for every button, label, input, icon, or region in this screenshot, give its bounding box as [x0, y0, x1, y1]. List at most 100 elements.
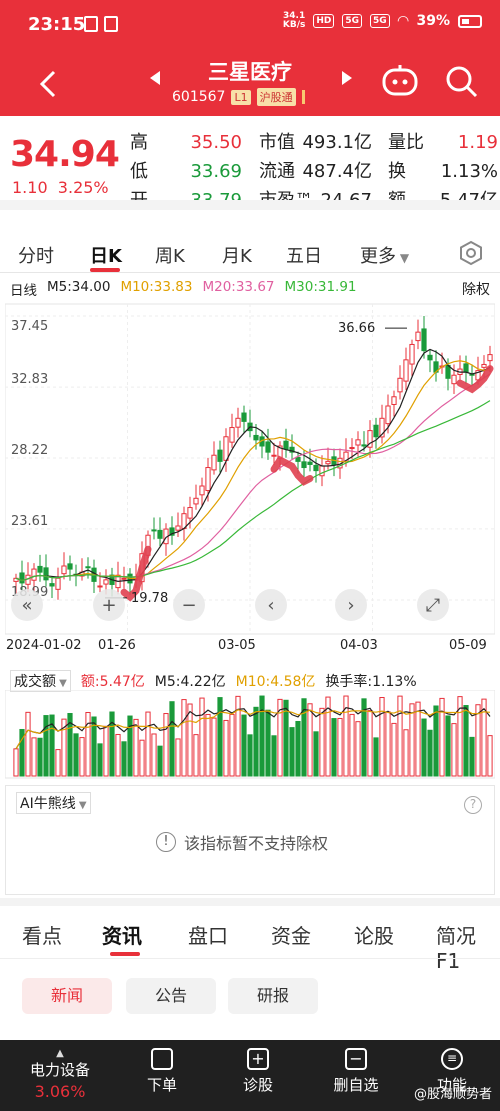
candle — [157, 529, 163, 539]
zoom-out-button[interactable] — [11, 589, 43, 621]
volume-bar — [331, 718, 337, 777]
volume-bar — [373, 737, 379, 777]
stock-sub: 601567 L1 沪股通 — [172, 88, 305, 106]
zoom-minus-button-glyph: − — [181, 595, 196, 616]
zoom-in-button[interactable] — [93, 589, 125, 621]
candle — [301, 461, 307, 469]
stock-code: 601567 — [172, 89, 226, 105]
fullscreen-button-glyph: ⤢ — [426, 595, 441, 616]
fullscreen-button[interactable] — [417, 589, 449, 621]
volume-bar — [409, 703, 415, 777]
volume-bar — [109, 711, 115, 777]
stock-name: 三星医疗 — [208, 60, 292, 84]
next-button[interactable] — [335, 589, 367, 621]
candle — [31, 568, 37, 581]
candle — [235, 417, 241, 428]
tab-more[interactable]: 更多 ▼ — [360, 246, 410, 267]
ma20-line — [15, 373, 491, 582]
volume-bar — [427, 729, 433, 777]
ai-indicator-panel: AI牛熊线 ▼ ? ! 该指标暂不支持除权 — [5, 785, 495, 895]
tab-highlights[interactable]: 看点 — [22, 924, 62, 948]
highlight-stroke — [270, 455, 314, 486]
notification-icon — [104, 16, 118, 32]
tab-timeshare[interactable]: 分时 — [18, 246, 54, 267]
indicator-select[interactable]: 成交额 ▼ — [10, 670, 71, 692]
tab-weekly-k[interactable]: 周K — [155, 246, 185, 267]
tab-profile[interactable]: 简况F1 — [436, 924, 476, 973]
order-button[interactable]: 下单 — [122, 1048, 202, 1095]
volume-bar — [163, 713, 169, 777]
tab-news[interactable]: 资讯 — [102, 924, 142, 948]
volume-legend: 成交额 ▼ 额:5.47亿 M5:4.22亿 M10:4.58亿 换手率:1.1… — [10, 670, 417, 692]
quote-panel: 34.94 1.10 3.25% 高35.50 低33.69 开33.79 市值… — [0, 116, 500, 211]
search-icon[interactable] — [444, 64, 480, 100]
zoom-in-button-glyph: + — [101, 595, 116, 616]
volume-bar — [361, 698, 367, 777]
candle — [169, 527, 175, 536]
divider — [0, 200, 500, 210]
volume-bar — [397, 695, 403, 777]
sector-indicator[interactable]: ▲ 电力设备 3.06% — [10, 1048, 110, 1101]
volume-bar — [265, 709, 271, 777]
tab-capital[interactable]: 资金 — [271, 924, 311, 948]
ma10-value: M10:33.83 — [120, 279, 193, 295]
function-button[interactable]: ≡ 功能 — [412, 1048, 492, 1095]
chip-announcements[interactable]: 公告 — [126, 978, 216, 1014]
candle — [205, 467, 211, 492]
info-tabs: 看点 资讯 盘口 资金 论股 简况F1 — [0, 916, 500, 973]
tab-daily-k[interactable]: 日K — [90, 246, 122, 267]
help-icon[interactable]: ? — [464, 796, 482, 814]
remove-watchlist-button[interactable]: − 删自选 — [333, 1048, 379, 1094]
chip-research[interactable]: 研报 — [228, 978, 318, 1014]
divider — [0, 898, 500, 906]
diagnose-button[interactable]: + 诊股 — [242, 1048, 273, 1094]
divider — [0, 958, 500, 959]
volume-bar — [289, 727, 295, 777]
tab-five-day[interactable]: 五日 — [286, 246, 322, 267]
settings-icon[interactable] — [458, 240, 484, 266]
tab-monthly-k[interactable]: 月K — [222, 246, 252, 267]
tab-orderbook[interactable]: 盘口 — [188, 924, 228, 948]
prev-stock-icon[interactable] — [148, 70, 162, 86]
volume-bar — [385, 711, 391, 777]
volume-bar — [451, 723, 457, 777]
x-label-5: 05-09 — [449, 638, 487, 653]
ex-rights-toggle[interactable]: 除权 — [462, 282, 490, 298]
back-icon[interactable] — [30, 64, 70, 104]
price-change: 1.10 3.25% — [12, 178, 109, 197]
prev-button[interactable] — [255, 589, 287, 621]
ma10-line — [15, 360, 491, 582]
ma-legend: 日线 M5:34.00 M10:33.83 M20:33.67 M30:31.9… — [10, 279, 357, 299]
volume-bar — [121, 741, 127, 777]
candle — [421, 328, 427, 352]
candle — [253, 434, 259, 441]
candle — [409, 343, 415, 365]
volume-bar — [199, 697, 205, 777]
robot-icon[interactable] — [380, 64, 420, 100]
candle — [283, 440, 289, 450]
chip-news[interactable]: 新闻 — [22, 978, 112, 1014]
volume-bar — [151, 733, 157, 777]
last-price: 34.94 — [10, 134, 120, 175]
hd-icon: HD — [313, 14, 335, 28]
candle — [415, 331, 421, 342]
bottom-bar: ▲ 电力设备 3.06% 下单 + 诊股 − 删自选 ≡ 功能 — [0, 1040, 500, 1111]
zoom-minus-button[interactable] — [173, 589, 205, 621]
turnover-value: 换手率:1.13% — [325, 674, 417, 690]
ai-indicator-select[interactable]: AI牛熊线 ▼ — [16, 792, 91, 814]
volume-bar — [313, 731, 319, 777]
stock-header: 三星医疗 601567 L1 沪股通 — [0, 50, 500, 116]
next-stock-icon[interactable] — [340, 70, 354, 86]
volume-bar — [457, 696, 463, 777]
volume-bar — [325, 696, 331, 777]
candle — [295, 456, 301, 462]
volume-bar — [55, 749, 61, 777]
candle — [397, 377, 403, 393]
volume-bar — [25, 711, 31, 777]
y-tick-label: 32.83 — [11, 372, 48, 387]
level-badge: L1 — [231, 89, 251, 105]
highlight-stroke — [456, 365, 494, 394]
tab-forum[interactable]: 论股 — [354, 924, 394, 948]
x-label-start: 2024-01-02 — [6, 638, 82, 653]
